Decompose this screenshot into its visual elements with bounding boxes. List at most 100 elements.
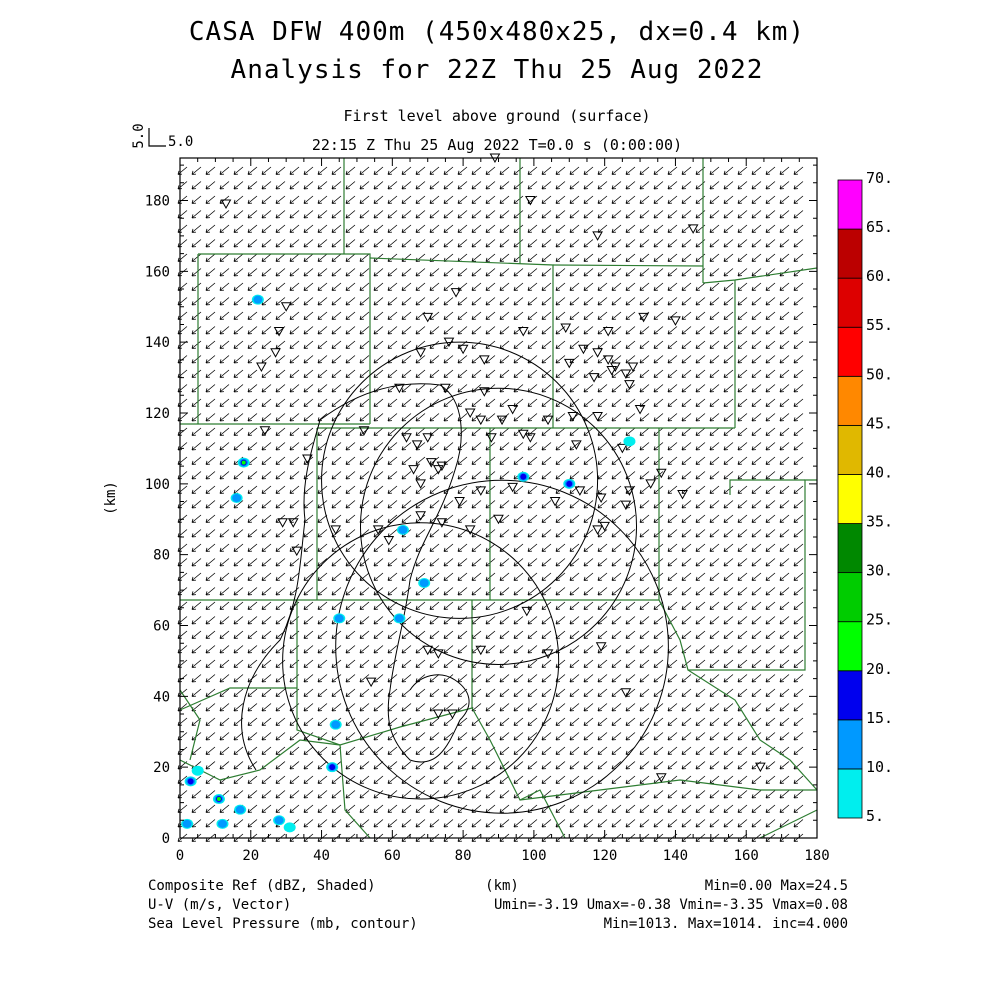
station-marker bbox=[432, 465, 444, 475]
echo-cell bbox=[393, 613, 406, 624]
colorbar-label: 25. bbox=[866, 611, 893, 629]
station-marker bbox=[655, 468, 667, 479]
range-ring-2 bbox=[359, 387, 638, 665]
footer-vector-range: Umin=-3.19 Umax=-0.38 Vmin=-3.35 Vmax=0.… bbox=[494, 897, 848, 913]
station-marker bbox=[432, 709, 444, 720]
colorbar-label: 15. bbox=[866, 709, 893, 727]
station-marker bbox=[620, 688, 632, 698]
title-line-2: Analysis for 22Z Thu 25 Aug 2022 bbox=[231, 55, 764, 85]
x-tick-label: 60 bbox=[384, 848, 401, 864]
colorbar-label: 10. bbox=[866, 758, 893, 776]
station-marker bbox=[408, 465, 419, 475]
echo-cell bbox=[326, 762, 339, 773]
station-marker bbox=[415, 511, 426, 521]
echo-cell bbox=[623, 436, 636, 447]
tick-marks bbox=[179, 158, 818, 839]
plot-panel: 0 20 40 60 80 100 120 140 160 180 0 20 40 60 80 100 120 1… bbox=[145, 153, 830, 864]
station-marker bbox=[592, 412, 603, 422]
vector-scale-key: 5.0 5.0 bbox=[131, 123, 193, 150]
station-marker bbox=[542, 415, 554, 426]
echo-cell bbox=[191, 765, 204, 776]
colorbar-label: 55. bbox=[866, 316, 893, 334]
wind-vectors bbox=[177, 166, 804, 842]
station-marker bbox=[687, 224, 699, 234]
y-tick-label: 180 bbox=[145, 194, 170, 210]
station-marker bbox=[606, 366, 618, 376]
station-marker bbox=[486, 433, 497, 443]
station-marker bbox=[602, 355, 614, 365]
y-tick-label: 0 bbox=[162, 831, 170, 847]
station-marker bbox=[645, 479, 657, 489]
station-marker bbox=[454, 497, 465, 507]
station-marker bbox=[330, 525, 342, 535]
station-marker bbox=[270, 348, 281, 358]
station-marker bbox=[372, 525, 384, 535]
echo-cell bbox=[237, 457, 250, 468]
echo-cell bbox=[333, 613, 346, 624]
station-marker bbox=[524, 196, 536, 206]
station-marker bbox=[599, 521, 611, 532]
x-tick-label: 40 bbox=[313, 848, 330, 864]
echo-cell bbox=[216, 818, 229, 829]
echo-cell bbox=[329, 719, 342, 730]
station-marker bbox=[475, 415, 487, 426]
subtitle-time: 22:15 Z Thu 25 Aug 2022 T=0.0 s (0:00:00… bbox=[312, 136, 682, 154]
y-tick-label: 60 bbox=[153, 619, 170, 635]
x-tick-label: 0 bbox=[176, 848, 184, 864]
footer-pressure-label: Sea Level Pressure (mb, contour) bbox=[148, 916, 418, 932]
station-marker bbox=[411, 440, 423, 450]
station-marker bbox=[280, 302, 292, 312]
subtitle-level: First level above ground (surface) bbox=[343, 107, 650, 125]
y-tick-label: 20 bbox=[153, 760, 170, 776]
station-marker bbox=[627, 362, 639, 372]
vector-key-horizontal: 5.0 bbox=[168, 134, 193, 150]
station-marker bbox=[592, 525, 603, 535]
station-marker bbox=[670, 316, 681, 326]
y-tick-label: 140 bbox=[145, 335, 170, 351]
station-marker bbox=[617, 443, 628, 454]
wind-vector-field bbox=[177, 166, 804, 842]
colorbar-label: 30. bbox=[866, 562, 893, 580]
station-marker bbox=[464, 408, 476, 419]
colorbar-label: 50. bbox=[866, 365, 893, 383]
reflectivity-echoes bbox=[181, 294, 636, 833]
station-marker bbox=[358, 426, 370, 436]
station-marker bbox=[563, 358, 575, 369]
colorbar-label: 45. bbox=[866, 414, 893, 432]
station-marker bbox=[447, 709, 458, 720]
colorbar-label: 65. bbox=[866, 218, 893, 236]
station-marker bbox=[638, 312, 649, 323]
y-axis-label: (km) bbox=[103, 481, 119, 515]
echo-cell bbox=[273, 815, 286, 826]
colorbar-swatch bbox=[837, 179, 863, 230]
pressure-contour bbox=[241, 383, 470, 771]
station-marker bbox=[571, 440, 582, 450]
station-marker bbox=[291, 546, 303, 557]
station-marker bbox=[595, 493, 607, 504]
colorbar-swatch bbox=[837, 572, 863, 623]
footer-ref-range: Min=0.00 Max=24.5 bbox=[705, 878, 848, 894]
station-marker bbox=[365, 677, 377, 688]
echo-cell bbox=[517, 471, 530, 482]
colorbar: 5. 10. 15. 20. 25. 30. 35. 40. 45. 50. 55. 60. 65. 70… bbox=[837, 169, 893, 825]
footer: Composite Ref (dBZ, Shaded) U-V (m/s, Ve… bbox=[148, 878, 848, 932]
station-marker bbox=[422, 433, 434, 443]
station-marker bbox=[422, 645, 434, 656]
station-marker bbox=[602, 327, 614, 337]
station-marker bbox=[588, 373, 600, 383]
station-marker bbox=[578, 344, 589, 355]
station-marker bbox=[422, 312, 434, 323]
station-marker bbox=[457, 344, 469, 355]
y-tick-label: 120 bbox=[145, 406, 170, 422]
colorbar-swatch bbox=[837, 621, 863, 672]
station-marker bbox=[277, 518, 288, 528]
echo-cell bbox=[283, 822, 296, 833]
station-marker bbox=[415, 479, 426, 489]
x-tick-label: 100 bbox=[521, 848, 546, 864]
station-marker bbox=[475, 645, 487, 656]
colorbar-label: 20. bbox=[866, 660, 893, 678]
station-marker bbox=[401, 433, 412, 443]
county-boundaries bbox=[179, 158, 818, 839]
echo-cell bbox=[396, 524, 409, 535]
station-marker bbox=[256, 362, 267, 372]
